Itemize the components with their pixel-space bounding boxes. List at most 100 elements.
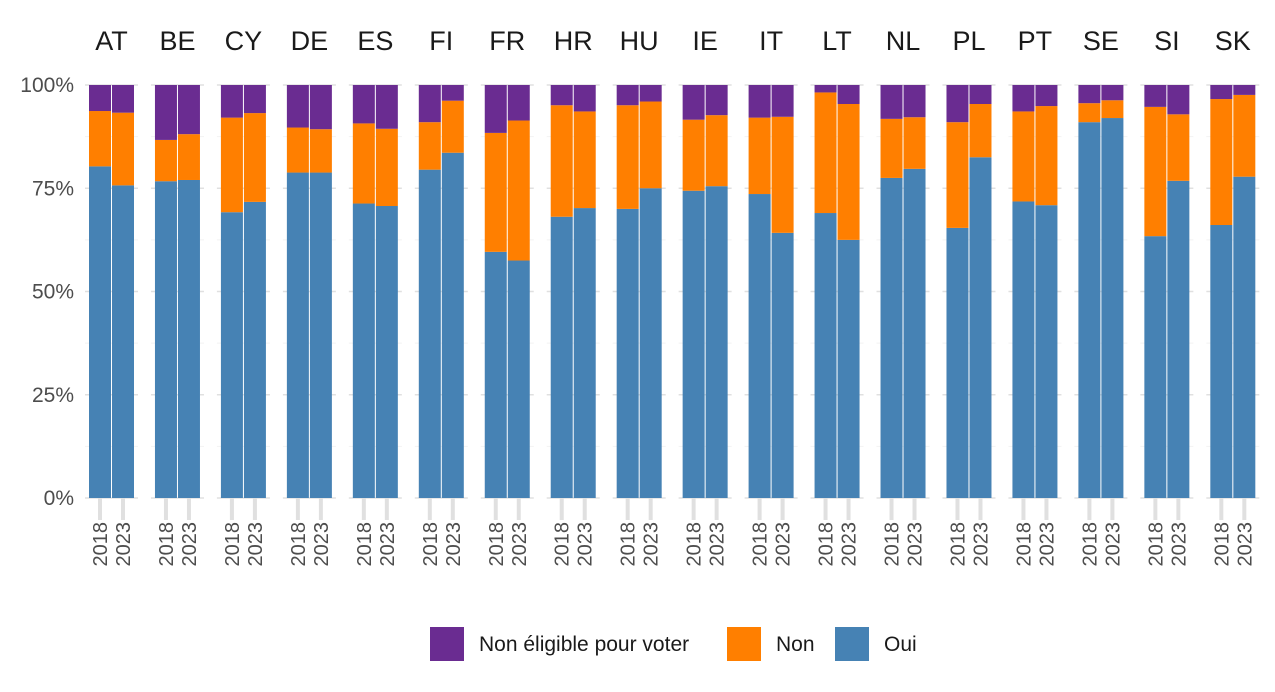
- bar-segment: [484, 251, 507, 498]
- bar-segment: [286, 172, 309, 498]
- x-tick-label: 2023: [1168, 522, 1190, 567]
- bar-segment: [352, 123, 375, 204]
- x-tick-label: 2018: [486, 522, 508, 567]
- x-tick-label: 2023: [905, 522, 927, 567]
- x-tick-label: 2018: [1013, 522, 1035, 567]
- bar-segment: [1012, 111, 1035, 202]
- bar-segment: [418, 85, 441, 123]
- bar-segment: [880, 118, 903, 178]
- y-axis: 0% 25% 50% 75% 100%: [20, 74, 74, 510]
- facet-label: NL: [886, 26, 921, 56]
- bar-segment: [903, 168, 926, 499]
- facet-label: AT: [95, 26, 128, 56]
- bar-segment: [616, 208, 639, 498]
- bar-segment: [880, 177, 903, 499]
- x-tick-label: 2018: [354, 522, 376, 567]
- bar-segment: [1210, 85, 1233, 100]
- x-tick-label: 2018: [947, 522, 969, 567]
- facet-label: SI: [1154, 26, 1180, 56]
- x-tick-label: 2018: [882, 522, 904, 567]
- x-tick-label: 2023: [839, 522, 861, 567]
- x-tick-label: 2023: [970, 522, 992, 567]
- bar-segment: [154, 85, 177, 140]
- bar-segment: [748, 85, 771, 118]
- facet-label: IT: [759, 26, 783, 56]
- bar-segment: [771, 85, 794, 117]
- bar-segment: [507, 120, 530, 261]
- x-tick-label: 2018: [90, 522, 112, 567]
- bar-segment: [418, 169, 441, 499]
- facet-label: HU: [620, 26, 659, 56]
- bar-segment: [1035, 106, 1058, 206]
- bar-segment: [112, 185, 134, 498]
- legend-swatch: [430, 627, 464, 661]
- bar-segment: [309, 85, 332, 130]
- x-tick-label: 2018: [750, 522, 772, 567]
- facet-label: FI: [429, 26, 453, 56]
- facet-label: CY: [225, 26, 263, 56]
- x-tick-label: 2023: [113, 522, 135, 567]
- bar-segment: [286, 85, 309, 128]
- facet-label: LT: [822, 26, 852, 56]
- bar-segment: [1101, 118, 1124, 498]
- bar-segment: [243, 85, 266, 114]
- facet-label: DE: [291, 26, 329, 56]
- bar-segment: [837, 103, 860, 240]
- bar-segment: [220, 85, 243, 118]
- bar-segment: [418, 122, 441, 170]
- bar-segment: [1012, 85, 1035, 112]
- bar-segment: [309, 172, 332, 498]
- x-tick-label: 2018: [156, 522, 178, 567]
- bar-segment: [814, 85, 837, 93]
- x-tick-label: 2018: [684, 522, 706, 567]
- legend-label: Oui: [884, 633, 917, 656]
- bar-segment: [573, 111, 596, 209]
- bar-segment: [969, 103, 992, 158]
- bar-segment: [682, 85, 705, 120]
- bar-segment: [946, 227, 969, 498]
- bar-segment: [177, 85, 200, 135]
- bar-segment: [1078, 85, 1101, 104]
- bar-segment: [154, 181, 177, 498]
- x-tick-label: 2023: [377, 522, 399, 567]
- bar-segment: [837, 239, 860, 498]
- bar-segment: [1233, 85, 1256, 95]
- bar-segment: [177, 134, 200, 180]
- bar-segment: [286, 127, 309, 173]
- bar-segment: [946, 85, 969, 123]
- legend-swatch: [835, 627, 869, 661]
- bar-segment: [1035, 205, 1058, 499]
- bar-segment: [639, 101, 662, 189]
- bar-segment: [771, 232, 794, 498]
- bar-segment: [1144, 106, 1167, 237]
- x-tick-label: 2023: [179, 522, 201, 567]
- bar-segment: [1012, 201, 1035, 498]
- x-tick-label: 2023: [641, 522, 663, 567]
- facet-labels: AT BE CY DE ES FI FR HR HU IE IT LT NL PL PT SE SI SK: [95, 26, 1251, 56]
- facet-label: FR: [489, 26, 525, 56]
- x-tick-label: 2023: [773, 522, 795, 567]
- bar-segment: [441, 152, 464, 498]
- bar-segment: [814, 213, 837, 498]
- bar-segment: [705, 85, 728, 116]
- facet-label: PT: [1018, 26, 1053, 56]
- bar-segment: [946, 122, 969, 228]
- bar-segment: [375, 85, 398, 129]
- bar-segment: [682, 190, 705, 498]
- bar-segment: [550, 105, 573, 217]
- x-tick-label: 2018: [1211, 522, 1233, 567]
- x-tick-label: 2023: [1234, 522, 1256, 567]
- bar-segment: [375, 128, 398, 207]
- bar-segment: [639, 188, 662, 498]
- facet-label: BE: [159, 26, 195, 56]
- x-tick-label: 2023: [575, 522, 597, 567]
- facet-label: SE: [1083, 26, 1119, 56]
- x-tick-label: 2018: [1145, 522, 1167, 567]
- bar-segment: [89, 85, 111, 112]
- bar-segment: [89, 111, 111, 167]
- bar-segment: [705, 115, 728, 187]
- bar-segment: [484, 132, 507, 252]
- bar-segment: [1101, 100, 1124, 119]
- bar-segment: [243, 201, 266, 498]
- bar-segment: [177, 179, 200, 499]
